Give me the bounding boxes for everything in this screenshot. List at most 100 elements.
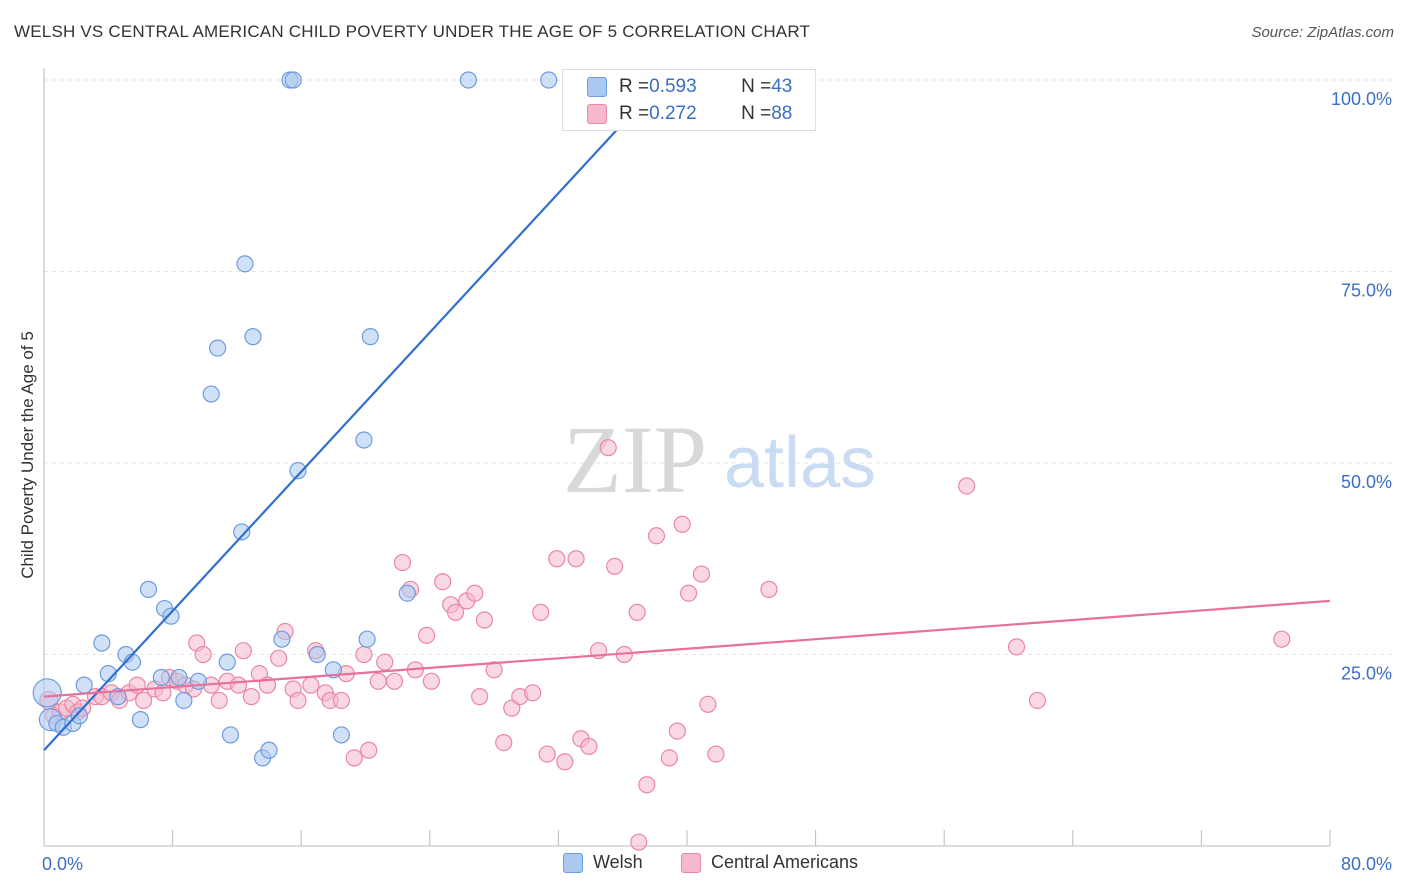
- welsh-point: [284, 71, 302, 89]
- welsh-point: [139, 580, 158, 598]
- central-americans-point: [580, 737, 598, 756]
- tick-labels: 25.0% 50.0% 75.0% 100.0% 0.0% 80.0%: [42, 89, 1392, 874]
- central-americans-point: [668, 722, 686, 740]
- watermark-atlas: atlas: [724, 423, 876, 503]
- central-americans-point: [606, 557, 624, 576]
- legend-n-value: 88: [771, 103, 793, 124]
- welsh-point: [175, 691, 193, 710]
- legend-n-value: 43: [771, 76, 793, 97]
- central-americans-point: [647, 527, 666, 545]
- central-americans-point: [485, 661, 503, 679]
- central-americans-point: [673, 515, 691, 533]
- legend-row-central-americans: R = 0.272 N = 88: [587, 103, 792, 125]
- welsh-point: [221, 726, 240, 744]
- chart-title: WELSH VS CENTRAL AMERICAN CHILD POVERTY …: [14, 22, 811, 41]
- welsh-point: [308, 645, 326, 664]
- welsh-point: [332, 726, 350, 744]
- central-americans-point: [289, 691, 307, 710]
- central-americans-point: [385, 672, 404, 690]
- central-americans-point: [229, 676, 248, 694]
- central-americans-point: [760, 580, 778, 598]
- central-americans-point: [599, 439, 617, 457]
- y-tick-label: 50.0%: [1341, 472, 1392, 492]
- welsh-point: [152, 668, 170, 687]
- welsh-point: [355, 431, 373, 449]
- legend-swatch-welsh: [563, 852, 583, 873]
- central-americans-point: [707, 745, 725, 763]
- legend-row-welsh: R = 0.593 N = 43: [587, 76, 792, 98]
- central-americans-point: [417, 626, 436, 644]
- legend-item-welsh[interactable]: Welsh: [563, 852, 643, 873]
- central-americans-point: [422, 672, 441, 690]
- welsh-point: [273, 630, 291, 648]
- welsh-point: [170, 668, 188, 687]
- welsh-point: [131, 711, 150, 729]
- central-americans-point: [302, 676, 320, 694]
- welsh-point: [361, 328, 379, 346]
- welsh-point: [189, 672, 207, 690]
- x-tick-label: 0.0%: [42, 854, 83, 874]
- central-americans-point: [135, 691, 153, 710]
- central-americans-trend-line: [43, 599, 1331, 698]
- welsh-point: [109, 688, 127, 706]
- y-tick-label: 25.0%: [1341, 664, 1392, 684]
- x-tick-label: 80.0%: [1341, 854, 1392, 874]
- source-label: Source: ZipAtlas.com: [1251, 24, 1394, 41]
- central-americans-point: [471, 688, 489, 706]
- watermark-zip: ZIP: [563, 406, 707, 513]
- central-americans-point: [332, 691, 350, 710]
- legend-label-welsh: Welsh: [593, 852, 643, 872]
- welsh-point: [236, 255, 254, 273]
- central-americans-point: [628, 603, 646, 621]
- central-americans-point: [466, 584, 484, 602]
- central-americans-point: [393, 553, 412, 572]
- welsh-point: [93, 634, 111, 652]
- welsh-point: [162, 607, 180, 625]
- central-americans-point: [1273, 630, 1291, 648]
- welsh-point: [70, 707, 88, 725]
- welsh-trend-line: [43, 79, 664, 751]
- central-americans-point: [234, 642, 252, 660]
- welsh-point: [244, 328, 262, 346]
- central-americans-point: [1028, 691, 1047, 710]
- legend-n-label: N =: [741, 103, 772, 124]
- welsh-point: [209, 339, 227, 357]
- legend-r-label: R =: [619, 103, 650, 124]
- central-americans-point: [532, 603, 550, 621]
- welsh-point: [202, 385, 220, 403]
- legend-r-value: 0.272: [649, 103, 697, 124]
- central-americans-point: [446, 603, 465, 621]
- central-americans-point: [538, 745, 556, 763]
- central-americans-point: [495, 733, 513, 752]
- legend-swatch-central-americans: [587, 104, 607, 124]
- central-americans-point: [270, 649, 288, 667]
- central-americans-point: [242, 688, 260, 706]
- central-americans-point: [638, 776, 656, 794]
- welsh-point: [459, 71, 477, 89]
- central-americans-point: [210, 691, 228, 710]
- legend-r-label: R =: [619, 76, 650, 97]
- correlation-legend: R = 0.593 N = 43 R = 0.272 N = 88: [562, 69, 816, 131]
- watermark: ZIP atlas: [563, 406, 876, 513]
- legend-r-value: 0.593: [649, 76, 697, 97]
- welsh-point: [398, 584, 416, 602]
- welsh-point: [260, 741, 278, 759]
- central-americans-point: [567, 550, 585, 568]
- welsh-point: [540, 71, 558, 89]
- central-americans-point: [369, 672, 387, 690]
- central-americans-point: [699, 695, 717, 713]
- central-americans-point: [692, 565, 711, 583]
- central-americans-point: [1007, 638, 1026, 656]
- legend-n-label: N =: [741, 76, 772, 97]
- central-americans-point: [680, 584, 698, 602]
- legend-swatch-central-americans: [681, 852, 701, 873]
- welsh-point: [75, 676, 93, 694]
- central-americans-point: [660, 749, 678, 767]
- legend-item-central-americans[interactable]: Central Americans: [681, 852, 858, 873]
- y-tick-label: 75.0%: [1341, 281, 1392, 301]
- central-americans-point: [345, 749, 363, 767]
- central-americans-point: [434, 573, 452, 591]
- central-americans-point: [355, 645, 373, 664]
- welsh-point: [233, 523, 251, 541]
